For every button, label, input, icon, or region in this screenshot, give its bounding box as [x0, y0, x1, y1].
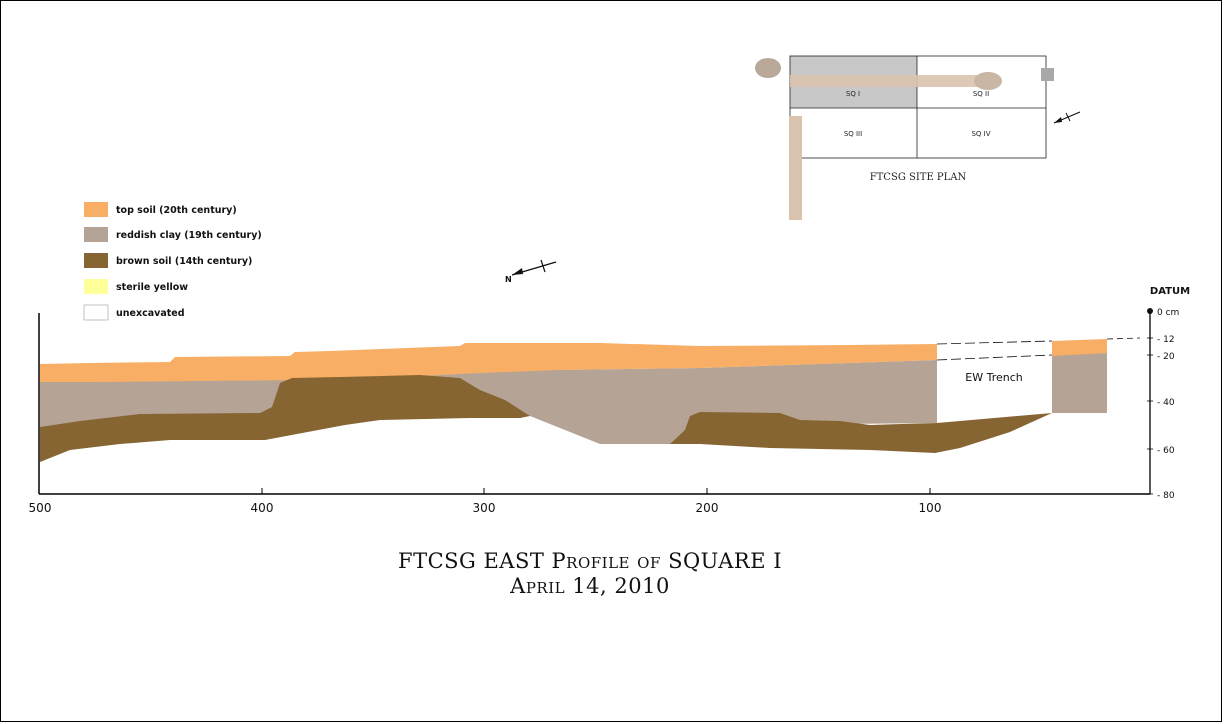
- layer-brown-soil-east: [670, 412, 1052, 453]
- figure-date: April 14, 2010: [510, 574, 670, 598]
- site-plan-north-arrow-icon: [1053, 111, 1081, 124]
- depth-axis: DATUM 0 cm - 12 - 20 - 40 - 60 - 80: [1147, 286, 1190, 501]
- legend-swatch-sterile-yellow: [84, 279, 108, 294]
- legend-swatch-topsoil: [84, 202, 108, 217]
- x-tick-300: 300: [473, 501, 496, 515]
- legend-label-topsoil: top soil (20th century): [116, 205, 237, 216]
- north-arrow-label: N: [505, 275, 512, 284]
- figure-title: FTCSG EAST Profile of SQUARE I: [398, 549, 782, 573]
- depth-tick-60: - 60: [1157, 446, 1175, 456]
- legend-swatch-unexcavated: [83, 304, 109, 321]
- depth-tick-40: - 40: [1157, 398, 1175, 408]
- legend: top soil (20th century) reddish clay (19…: [83, 202, 262, 321]
- site-plan-sq3-label: SQ III: [844, 130, 862, 138]
- site-plan: SQ I SQ II SQ III SQ IV FTCSG SITE PLAN: [755, 55, 1081, 220]
- site-plan-sq4-label: SQ IV: [971, 130, 990, 138]
- x-tick-200: 200: [696, 501, 719, 515]
- site-plan-ns-trench: [789, 116, 802, 220]
- legend-swatch-brown-soil: [84, 253, 108, 268]
- depth-tick-80: - 80: [1157, 491, 1175, 501]
- trench-label: EW Trench: [965, 371, 1022, 384]
- legend-label-unexcavated: unexcavated: [116, 308, 185, 319]
- layer-brown-soil: [40, 375, 530, 462]
- datum-dash: [1106, 337, 1141, 340]
- site-plan-feature-blob-left: [755, 58, 781, 78]
- x-tick-500: 500: [29, 501, 52, 515]
- legend-label-brown-soil: brown soil (14th century): [116, 256, 252, 267]
- depth-tick-12: - 12: [1157, 335, 1175, 345]
- x-axis: 500 400 300 200 100: [29, 313, 1150, 515]
- layer-topsoil: [40, 343, 937, 382]
- layer-reddish-clay-east: [1052, 353, 1107, 413]
- site-plan-feature-blob-right: [974, 72, 1002, 90]
- trench-dash-mid: [936, 354, 1053, 361]
- soil-profile: EW Trench: [40, 337, 1141, 462]
- x-tick-400: 400: [251, 501, 274, 515]
- site-plan-caption: FTCSG SITE PLAN: [870, 172, 967, 183]
- legend-swatch-reddish-clay: [84, 227, 108, 242]
- x-tick-100: 100: [919, 501, 942, 515]
- datum-label: DATUM: [1150, 286, 1190, 297]
- legend-label-sterile-yellow: sterile yellow: [116, 282, 188, 293]
- legend-label-reddish-clay: reddish clay (19th century): [116, 230, 262, 241]
- site-plan-sq1-label: SQ I: [846, 90, 860, 98]
- site-plan-sq2-label: SQ II: [973, 90, 989, 98]
- depth-tick-0: 0 cm: [1157, 308, 1179, 318]
- depth-tick-20: - 20: [1157, 352, 1175, 362]
- site-plan-marker: [1041, 68, 1054, 81]
- trench-dash-top: [936, 340, 1053, 345]
- site-plan-outline: [789, 55, 1047, 159]
- layer-topsoil-east: [1052, 339, 1107, 356]
- north-arrow-icon: N: [505, 259, 557, 284]
- site-plan-ew-trench: [790, 75, 980, 87]
